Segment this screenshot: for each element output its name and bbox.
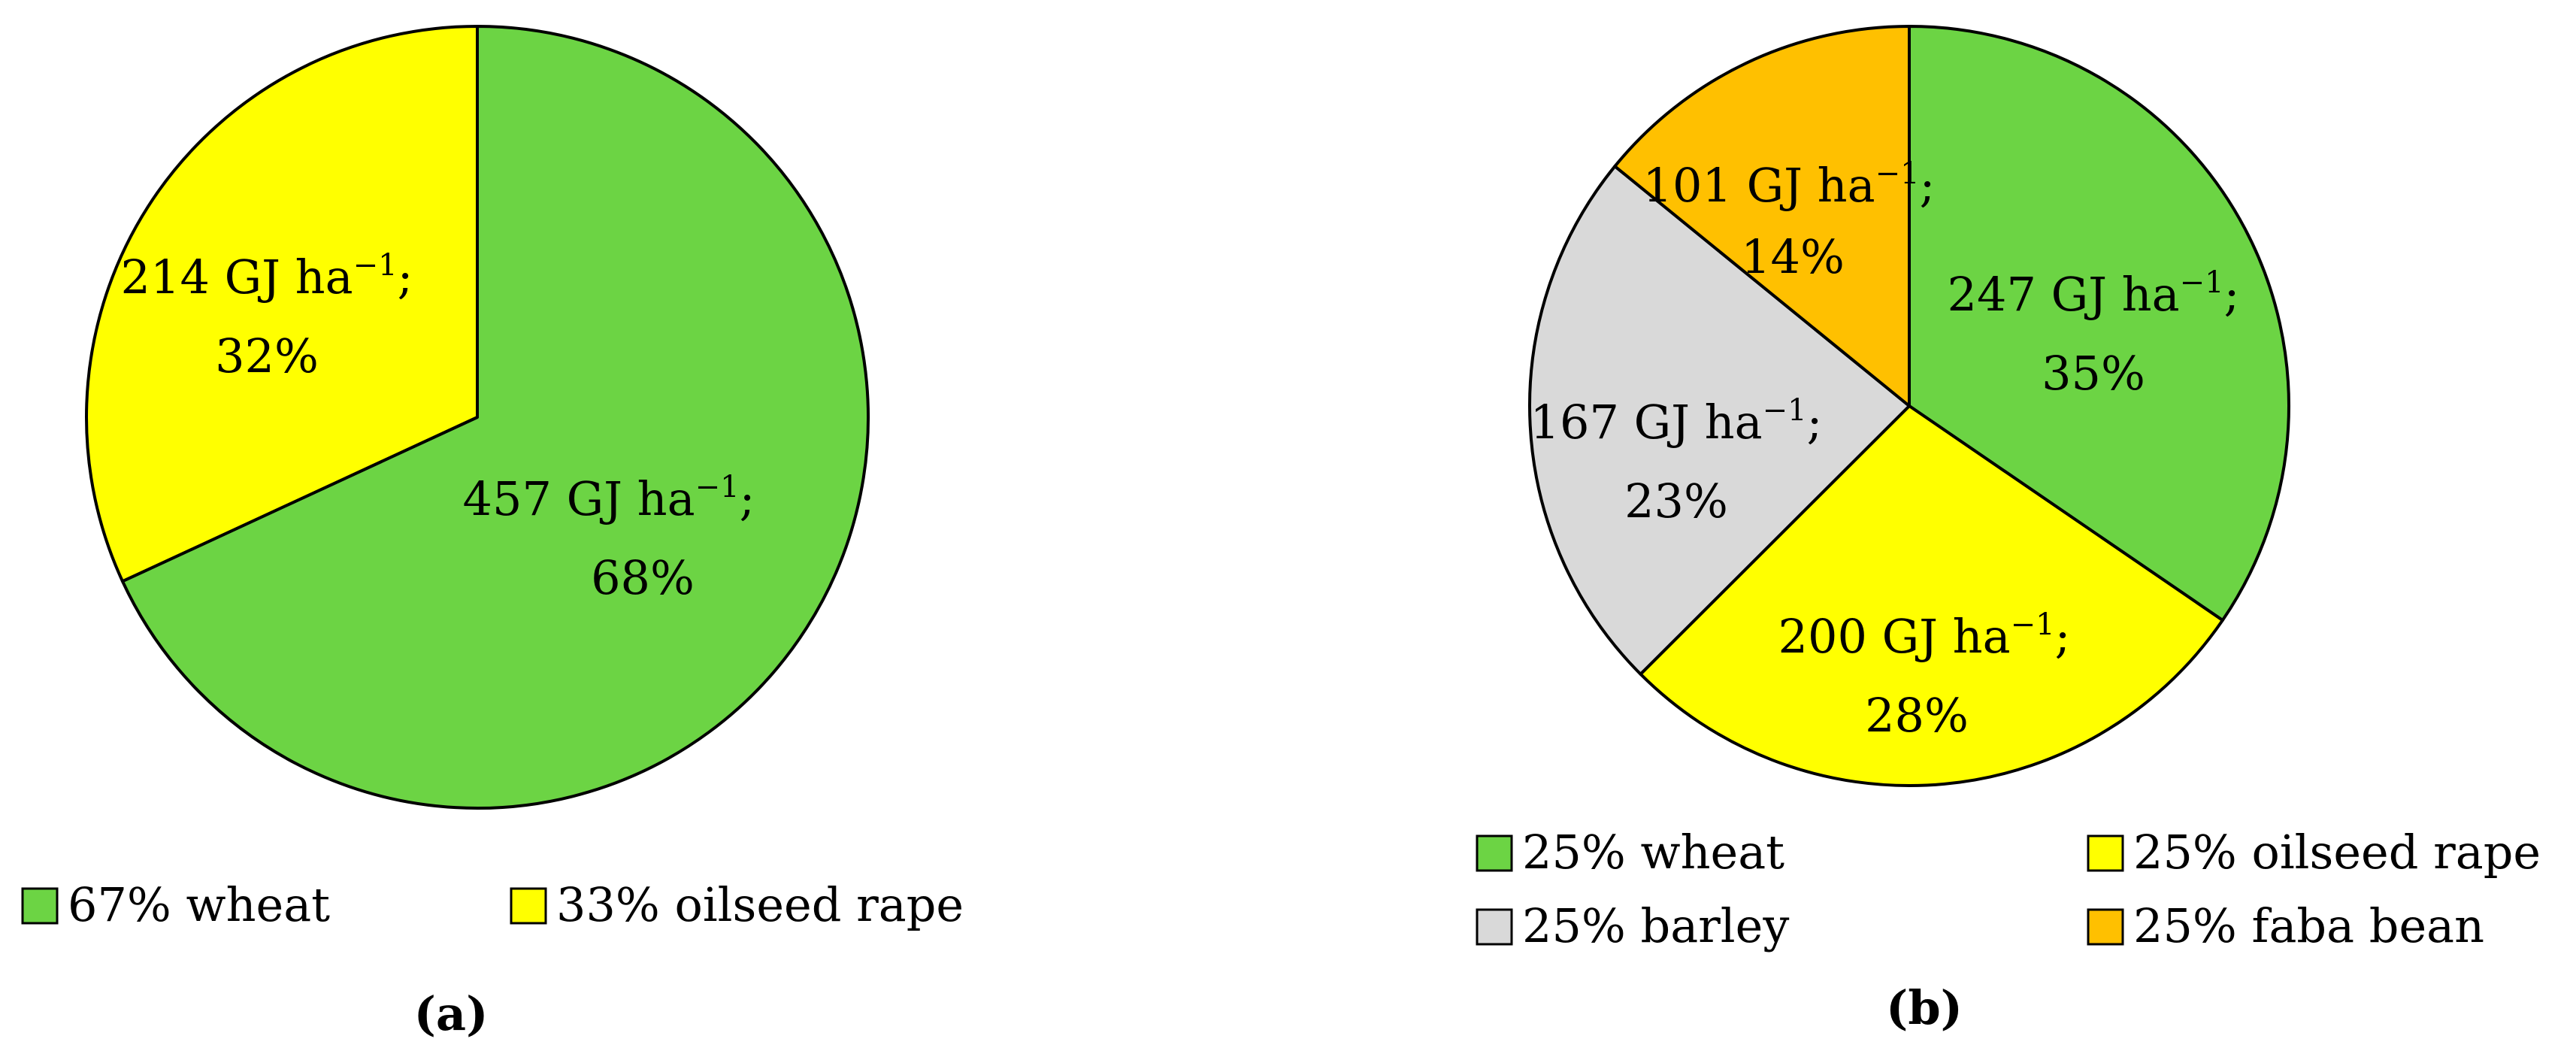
pie-chart-b: 247 GJ ha−1; 35% 200 GJ ha−1; 28% 167 GJ… xyxy=(1476,25,2541,1035)
legend-item-oilseed-rape-b: 25% oilseed rape xyxy=(2087,825,2541,880)
pie-slice-wheat-a xyxy=(121,25,870,810)
slice-label-percent-barley-b: 23% xyxy=(1624,474,1728,528)
panel-caption-b: (b) xyxy=(1886,980,1963,1035)
pie-slice-barley-b xyxy=(1528,165,1911,676)
slice-label-value-wheat-b: 247 GJ ha−1; xyxy=(1948,265,2240,322)
legend-a: 67% wheat 33% oilseed rape xyxy=(21,877,964,932)
legend-label-wheat-b: 25% wheat xyxy=(1522,825,1784,880)
legend-b: 25% wheat 25% oilseed rape 25% barley 25… xyxy=(1476,825,2541,953)
legend-swatch-faba-bean-b xyxy=(2087,908,2124,946)
pie-slice-oilseed-rape-b xyxy=(1639,404,2224,787)
slice-label-percent-wheat-b: 35% xyxy=(2042,346,2145,401)
slice-label-percent-oilseed-rape-a: 32% xyxy=(215,329,319,383)
pie-slice-oilseed-rape-a xyxy=(85,25,479,583)
slice-label-percent-wheat-a: 68% xyxy=(591,550,695,605)
legend-label-oilseed-rape-a: 33% oilseed rape xyxy=(556,877,964,932)
legend-item-oilseed-rape-a: 33% oilseed rape xyxy=(510,877,964,932)
pie-slice-wheat-b xyxy=(1908,25,2290,622)
slice-label-value-barley-b: 167 GJ ha−1; xyxy=(1530,393,1823,450)
pie-chart-a: 457 GJ ha−1; 68% 214 GJ ha−1; 32% 67% wh… xyxy=(21,25,964,1041)
legend-label-wheat-a: 67% wheat xyxy=(68,877,330,932)
pie-slice-faba-bean-b xyxy=(1613,25,1911,407)
panel-caption-a: (a) xyxy=(414,986,489,1041)
legend-item-faba-bean-b: 25% faba bean xyxy=(2087,898,2484,953)
legend-item-wheat-a: 67% wheat xyxy=(21,877,330,932)
pie-slices-a xyxy=(85,25,870,810)
legend-item-wheat-b: 25% wheat xyxy=(1476,825,1784,880)
legend-item-barley-b: 25% barley xyxy=(1476,898,1789,953)
pie-slices-b xyxy=(1528,25,2290,787)
legend-swatch-oilseed-rape-a xyxy=(510,887,547,925)
legend-label-faba-bean-b: 25% faba bean xyxy=(2133,898,2484,953)
slice-label-percent-faba-bean-b: 14% xyxy=(1741,229,1845,284)
legend-swatch-oilseed-rape-b xyxy=(2087,834,2124,872)
legend-swatch-wheat-a xyxy=(21,887,59,925)
slice-label-percent-oilseed-rape-b: 28% xyxy=(1865,688,1969,743)
legend-swatch-barley-b xyxy=(1476,908,1513,946)
legend-swatch-wheat-b xyxy=(1476,834,1513,872)
legend-label-oilseed-rape-b: 25% oilseed rape xyxy=(2133,825,2541,880)
legend-label-barley-b: 25% barley xyxy=(1522,898,1789,953)
